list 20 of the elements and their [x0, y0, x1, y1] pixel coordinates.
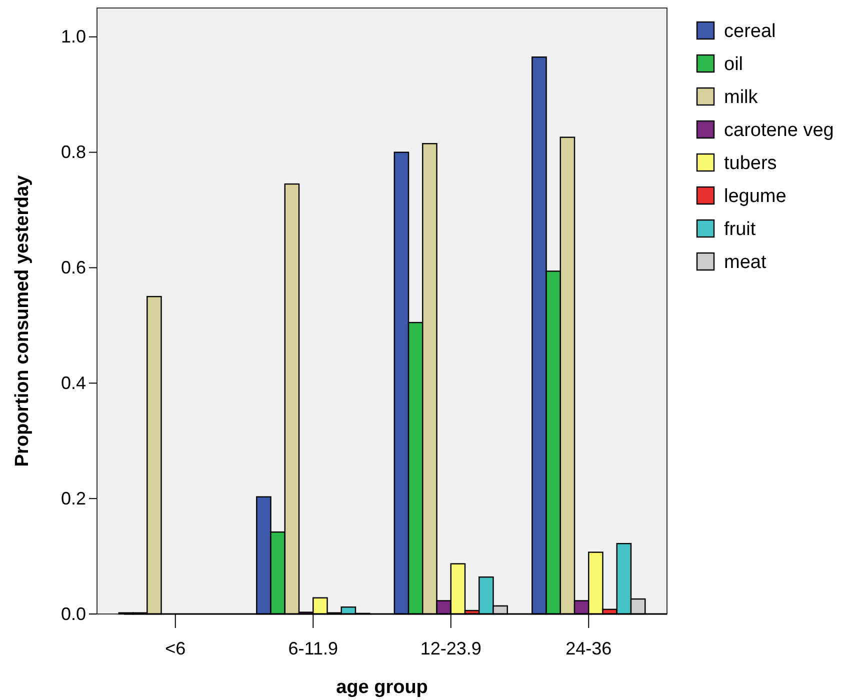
legend-label: milk	[724, 87, 758, 108]
x-tick-label: 12-23.9	[420, 638, 482, 658]
legend-label: meat	[724, 252, 767, 273]
legend-label: legume	[724, 186, 786, 207]
y-axis-title: Proportion consumed yesterday	[12, 174, 33, 467]
y-tick-label: 1.0	[60, 26, 86, 47]
y-tick-label: 0.6	[60, 257, 86, 278]
x-tick-label: 6-11.9	[288, 638, 338, 658]
legend-label: carotene veg	[724, 120, 834, 141]
y-tick-label: 0.4	[60, 372, 86, 393]
x-axis-title: age group	[336, 677, 428, 698]
legend-label: tubers	[724, 153, 777, 174]
legend-label: cereal	[724, 21, 776, 42]
y-tick-label: 0.8	[60, 142, 86, 162]
legend-label: fruit	[724, 219, 756, 240]
y-tick-label: 0.0	[60, 604, 86, 624]
legend-label: oil	[724, 54, 744, 75]
x-tick-label: <6	[165, 638, 186, 658]
y-tick-label: 0.2	[60, 488, 86, 508]
x-tick-label: 24-36	[566, 638, 612, 658]
